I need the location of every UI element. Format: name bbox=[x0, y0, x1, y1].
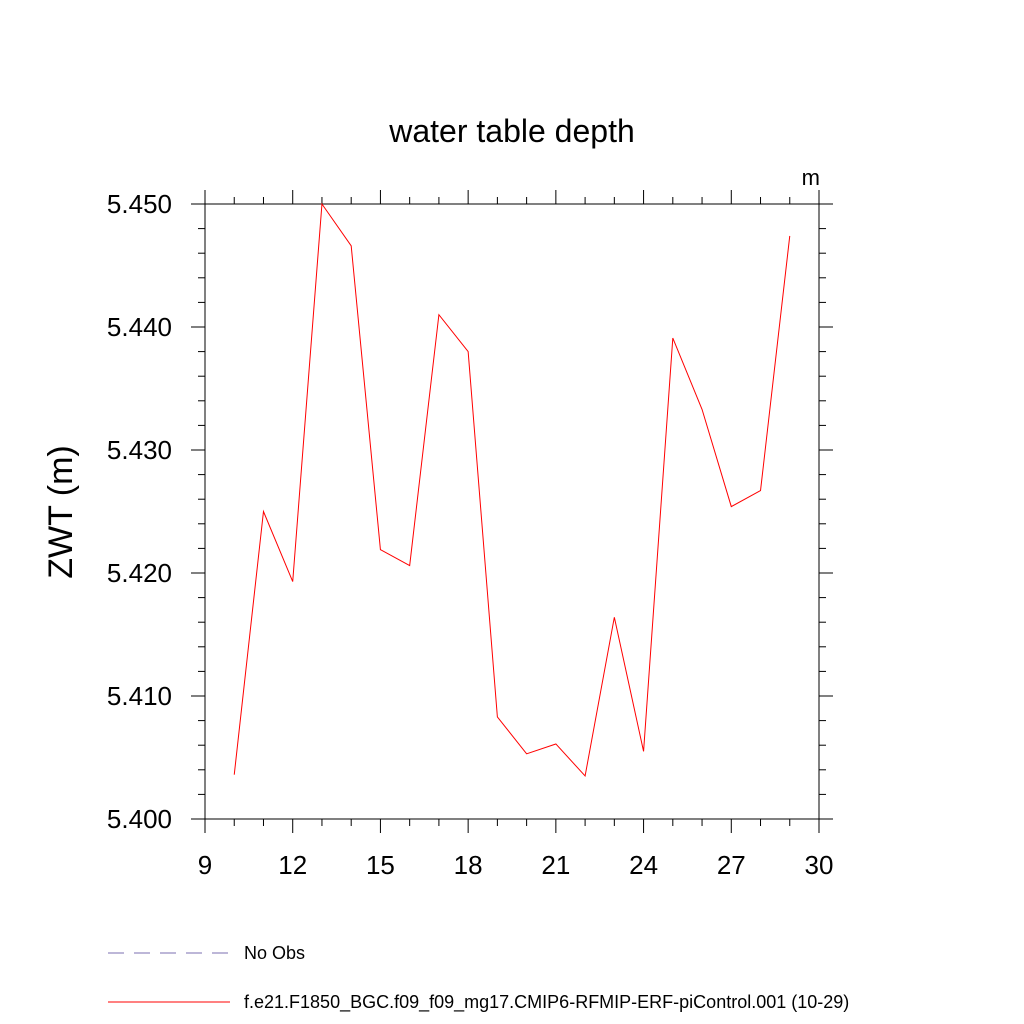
y-tick-label: 5.430 bbox=[107, 435, 172, 465]
series-line bbox=[233, 202, 791, 778]
y-tick-label: 5.410 bbox=[107, 681, 172, 711]
x-tick-labels: 9 12 15 18 21 24 27 30 bbox=[198, 850, 834, 880]
chart-title: water table depth bbox=[388, 113, 635, 149]
x-tick-label: 27 bbox=[717, 850, 746, 880]
units-label: m bbox=[802, 165, 820, 190]
x-tick-label: 24 bbox=[629, 850, 658, 880]
x-tick-label: 9 bbox=[198, 850, 212, 880]
x-tick-label: 18 bbox=[454, 850, 483, 880]
y-tick-label: 5.420 bbox=[107, 558, 172, 588]
y-tick-label: 5.450 bbox=[107, 189, 172, 219]
x-tick-label: 21 bbox=[541, 850, 570, 880]
y-tick-label: 5.440 bbox=[107, 312, 172, 342]
y-axis-label: ZWT (m) bbox=[42, 445, 80, 578]
legend-label-model-run: f.e21.F1850_BGC.f09_f09_mg17.CMIP6-RFMIP… bbox=[244, 992, 849, 1013]
plot-frame bbox=[204, 203, 820, 820]
x-tick-label: 30 bbox=[805, 850, 834, 880]
axis-ticks bbox=[191, 190, 833, 833]
legend-label-no-obs: No Obs bbox=[244, 943, 305, 963]
x-tick-label: 15 bbox=[366, 850, 395, 880]
legend: No Obs f.e21.F1850_BGC.f09_f09_mg17.CMIP… bbox=[108, 943, 849, 1013]
y-tick-label: 5.400 bbox=[107, 804, 172, 834]
y-tick-labels: 5.400 5.410 5.420 5.430 5.440 5.450 bbox=[107, 189, 172, 834]
series-group bbox=[233, 202, 791, 778]
x-tick-label: 12 bbox=[278, 850, 307, 880]
